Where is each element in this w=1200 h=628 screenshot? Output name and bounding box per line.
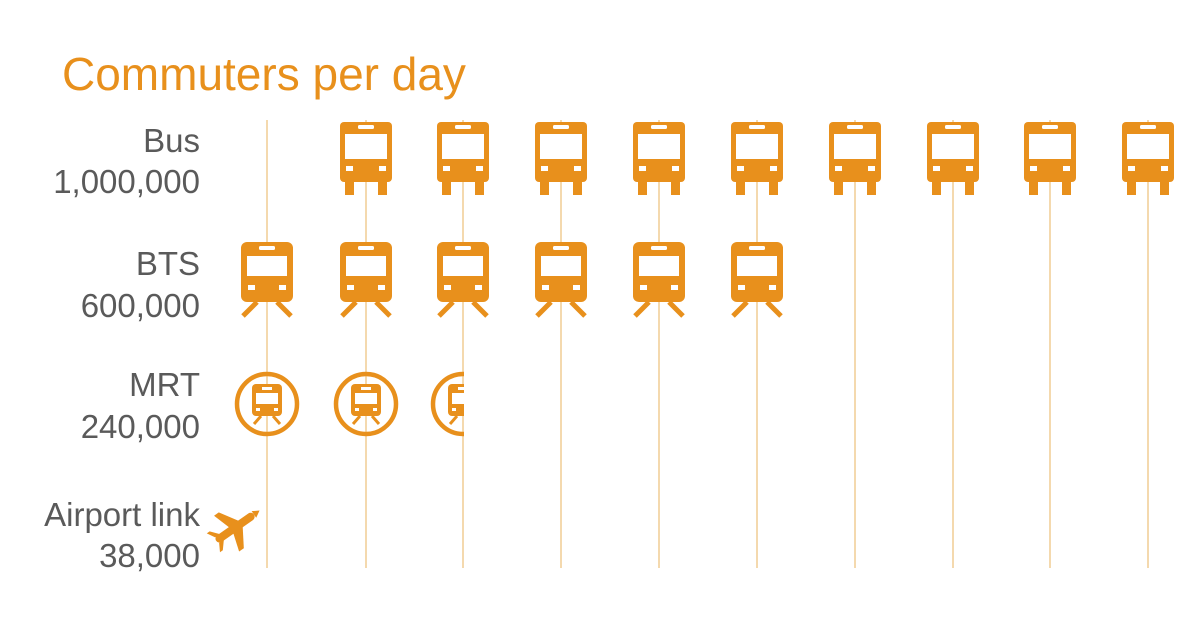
row-label-mrt: MRT <box>129 366 200 403</box>
row-label-bts: BTS <box>136 245 200 282</box>
row-value-bts: 600,000 <box>81 287 200 324</box>
row-label-airport-link: Airport link <box>44 496 200 533</box>
chart-title: Commuters per day <box>62 48 466 100</box>
train-icon <box>731 242 783 318</box>
bus-icon <box>927 122 979 195</box>
bus-icon <box>1122 122 1174 195</box>
pictograph-icons <box>206 122 1174 553</box>
gridlines <box>266 120 1149 568</box>
bus-icon <box>731 122 783 195</box>
row-label-bus: Bus <box>143 122 200 159</box>
bus-icon <box>1024 122 1076 195</box>
row-value-bus: 1,000,000 <box>53 163 200 200</box>
bus-icon <box>535 122 587 195</box>
airplane-icon <box>206 510 260 553</box>
bus-icon <box>829 122 881 195</box>
metro-circle-icon <box>430 371 464 437</box>
row-value-mrt: 240,000 <box>81 408 200 445</box>
train-icon <box>633 242 685 318</box>
bus-icon <box>437 122 489 195</box>
metro-circle-icon <box>234 371 300 437</box>
train-icon <box>535 242 587 318</box>
train-icon <box>241 242 293 318</box>
metro-circle-icon <box>333 371 399 437</box>
bus-icon <box>633 122 685 195</box>
row-value-airport-link: 38,000 <box>99 537 200 574</box>
train-icon <box>340 242 392 318</box>
bus-icon <box>340 122 392 195</box>
train-icon <box>437 242 489 318</box>
